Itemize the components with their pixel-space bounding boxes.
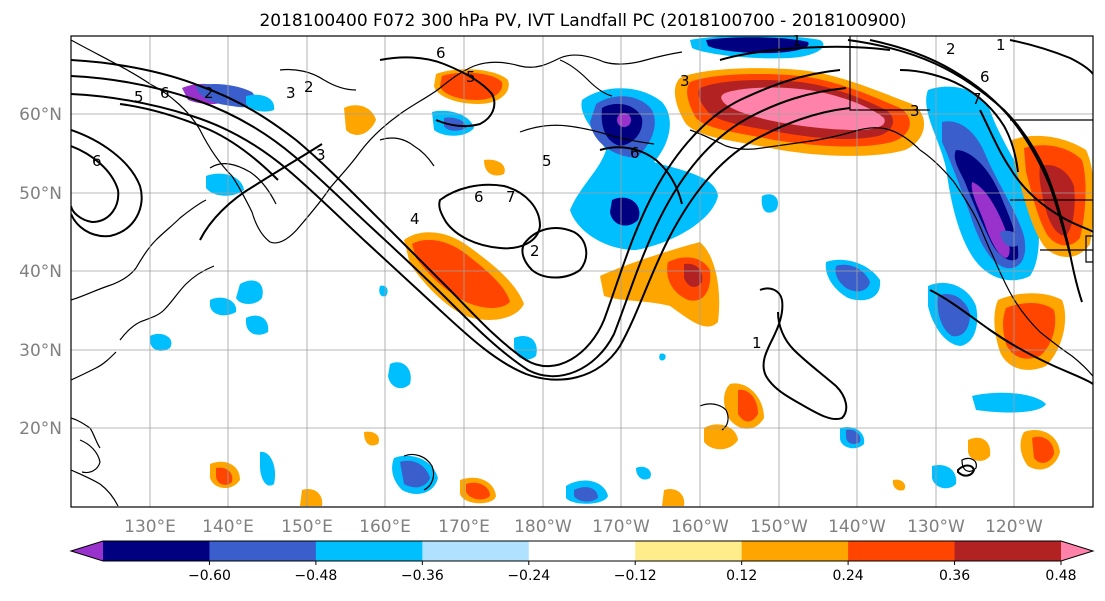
lon-label-140w: 140°W	[828, 517, 886, 537]
pv-label-1: 6	[160, 84, 170, 102]
lon-label-180w: 180°W	[514, 517, 572, 537]
lon-label-130w: 130°W	[907, 517, 965, 537]
colorbar-tick-label: 0.36	[939, 568, 970, 584]
pv-label-7: 3	[316, 146, 326, 164]
anomaly-150w-positive	[600, 242, 720, 327]
colorbar-segment	[209, 541, 317, 561]
plot-title: 2018100400 F072 300 hPa PV, IVT Landfall…	[259, 11, 906, 31]
colorbar-extend-high	[1061, 541, 1093, 561]
colorbar-tick-label: −0.60	[188, 568, 231, 584]
pv-label-5: 5	[466, 68, 476, 86]
lat-label-30n: 30°N	[19, 341, 62, 361]
pv-label-19: 1	[792, 32, 802, 50]
anomaly-small-features	[150, 69, 1060, 506]
colorbar-segment	[741, 541, 849, 561]
pv-label-15: 6	[92, 152, 102, 170]
colorbar-tick-label: −0.48	[294, 568, 337, 584]
pv-label-3: 2	[304, 78, 314, 96]
colorbar: −0.60 −0.48 −0.36 −0.24 −0.12 0.12 0.24 0.36 0.4…	[69, 540, 1095, 584]
colorbar-segment	[635, 541, 743, 561]
colorbar-tick-label: 0.48	[1045, 568, 1076, 584]
pv-label-23: 1	[752, 334, 762, 352]
colorbar-outline	[69, 540, 1095, 562]
anomaly-aleutian-negative	[570, 88, 718, 250]
pv-label-10: 4	[410, 210, 420, 228]
anomaly-bering-positive	[674, 68, 925, 156]
pv-label-18: 2	[204, 84, 214, 102]
lat-label-50n: 50°N	[19, 184, 62, 204]
lon-label-160w: 160°W	[671, 517, 729, 537]
pv-label-8: 6	[474, 188, 484, 206]
lon-label-140e: 140°E	[202, 517, 254, 537]
colorbar-segment	[528, 541, 636, 561]
pv-label-16: 2	[946, 40, 956, 58]
lon-label-120w: 120°W	[985, 517, 1043, 537]
colorbar-tick-label: −0.36	[401, 568, 444, 584]
map-panel: 6 3 2 6 5 5 3 6 2 4 3 6 5 7 6 2 1 2 1 6 …	[70, 32, 1094, 508]
coastlines	[71, 36, 1093, 507]
pv-contour-labels: 6 3 2 6 5 5 3 6 2 4 3 6 5 7 6 2 1 2 1 6 …	[92, 32, 1006, 352]
pv-label-4: 6	[436, 44, 446, 62]
colorbar-tick-label: 0.12	[726, 568, 757, 584]
lon-label-130e: 130°E	[124, 517, 176, 537]
pv-label-14: 7	[506, 188, 516, 206]
lat-label-20n: 20°N	[19, 419, 62, 439]
pv-label-9: 2	[530, 242, 540, 260]
lon-label-160e: 160°E	[359, 517, 411, 537]
latitude-labels: 60°N 50°N 40°N 30°N 20°N	[19, 105, 62, 439]
colorbar-segment	[848, 541, 956, 561]
colorbar-segment	[422, 541, 530, 561]
lon-label-170e: 170°E	[438, 517, 490, 537]
pv-label-17: 1	[996, 36, 1006, 54]
anomaly-westcoast-positive	[994, 135, 1093, 370]
pv-label-21: 7	[972, 90, 982, 108]
lat-label-40n: 40°N	[19, 262, 62, 282]
colorbar-tick-label: 0.24	[833, 568, 864, 584]
pv-label-20: 6	[980, 68, 990, 86]
lon-label-150w: 150°W	[750, 517, 808, 537]
pv-label-22: 3	[910, 102, 920, 120]
pv-label-12: 6	[630, 144, 640, 162]
lon-label-170w: 170°W	[592, 517, 650, 537]
lat-label-60n: 60°N	[19, 105, 62, 125]
lon-label-150e: 150°E	[281, 517, 333, 537]
ivt-shading	[150, 36, 1093, 506]
colorbar-tick-label: −0.24	[507, 568, 550, 584]
colorbar-segment	[315, 541, 423, 561]
map-frame	[70, 35, 1094, 508]
pv-contours	[71, 39, 1093, 477]
colorbar-tick-label: −0.12	[614, 568, 657, 584]
map-background	[71, 36, 1093, 507]
pv-label-13: 5	[134, 88, 144, 106]
colorbar-segment	[103, 541, 210, 561]
colorbar-extend-low	[71, 541, 103, 561]
pv-label-2: 3	[286, 84, 296, 102]
pv-label-6: 5	[542, 152, 552, 170]
pv-label-11: 3	[680, 72, 690, 90]
colorbar-segment	[954, 541, 1062, 561]
longitude-labels: 130°E 140°E 150°E 160°E 170°E 180°W 170°…	[124, 517, 1043, 537]
